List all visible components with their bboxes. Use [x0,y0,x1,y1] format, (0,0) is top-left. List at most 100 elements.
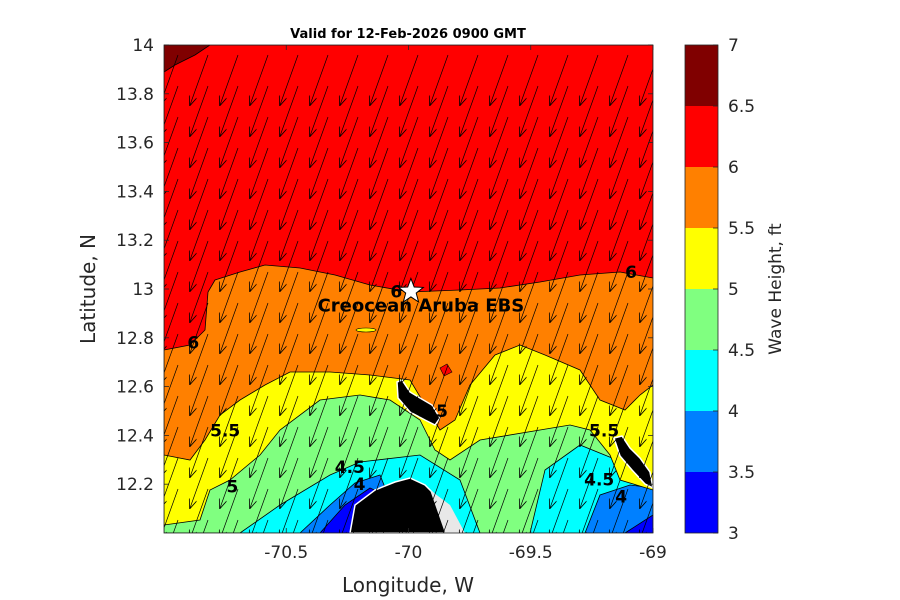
wind-arrow [622,519,629,533]
contour-label: 5.5 [418,402,448,422]
y-axis-title: Latitude, N [76,234,100,344]
wind-arrow [250,333,269,384]
wind-arrow [610,240,629,291]
wind-arrow [400,209,419,260]
wind-arrow [610,426,629,477]
colorbar-tick-label: 4 [728,402,739,422]
wind-arrow [400,488,419,533]
contour-label: 5.5 [210,422,240,442]
wind-arrow [262,519,269,533]
colorbar-band [685,228,718,289]
wind-arrow [412,519,419,533]
wind-arrow [460,271,479,322]
wind-arrow [220,209,239,260]
wind-arrow [640,284,653,322]
wind-arrow [460,147,479,198]
wind-arrow [370,240,389,291]
wind-arrow [640,439,653,477]
wind-arrow [580,395,599,446]
colorbar-band [685,350,718,411]
wind-arrow [490,395,509,446]
wind-arrow [562,519,569,533]
wind-arrow [580,178,599,229]
wind-arrow [280,488,299,533]
wind-arrow [250,302,269,353]
colorbar-band [685,45,718,106]
wind-arrow [550,240,569,291]
wind-arrow [370,178,389,229]
wind-arrow [490,488,509,533]
wind-arrow [400,240,419,291]
wind-arrow [460,395,479,446]
wind-arrow [190,147,209,198]
wind-arrow [550,116,569,167]
wind-arrow [220,395,239,446]
wind-arrow [580,457,599,508]
wind-arrow [250,488,269,533]
contour-label: 4 [615,487,627,507]
wind-arrow [550,364,569,415]
wind-arrows [164,54,653,533]
wind-arrow [580,364,599,415]
y-tick-label: 14 [132,36,154,56]
y-tick-label: 13.6 [116,134,154,154]
wind-arrow [310,147,329,198]
wind-arrow [610,457,629,508]
wind-arrow [280,395,299,446]
contour-label: 4.5 [335,458,365,478]
wind-arrow [370,457,389,508]
wind-arrow [580,302,599,353]
wind-arrow [640,315,653,353]
wind-arrow [580,426,599,477]
wind-arrow [370,54,389,105]
wind-arrow [164,209,179,260]
wind-arrow [190,457,209,508]
wind-arrow [370,116,389,167]
wind-arrow [340,333,359,384]
colorbar-band [685,411,718,472]
wind-arrow [490,426,509,477]
wind-arrow [340,209,359,260]
wind-arrow [640,501,653,533]
wind-arrow [310,488,329,533]
wind-arrow [550,426,569,477]
colorbar-band [685,106,718,167]
wind-arrow [340,395,359,446]
wind-arrow [190,85,209,136]
wind-arrow [490,178,509,229]
wind-arrow [280,54,299,105]
y-tick-label: 12.4 [116,426,154,446]
wind-arrow [580,271,599,322]
wind-arrow [310,364,329,415]
wind-arrow [370,364,389,415]
wind-arrow [164,364,179,415]
wind-arrow [430,426,449,477]
colorbar-tick-label: 3.5 [728,463,755,483]
wind-arrow [520,147,539,198]
wind-arrow [310,271,329,322]
wind-arrow [520,240,539,291]
wind-arrow [190,271,209,322]
wind-arrow [580,333,599,384]
wind-arrow [520,488,539,533]
wind-arrow [532,519,539,533]
wind-arrow [490,457,509,508]
wind-arrow [490,209,509,260]
wind-arrow [292,519,299,533]
wind-arrow [220,302,239,353]
wind-arrow [610,54,629,105]
wind-arrow [460,488,479,533]
wind-arrow [280,240,299,291]
wind-arrow [430,116,449,167]
wind-arrow [310,302,329,353]
wind-arrow [190,488,209,533]
wind-arrow [280,333,299,384]
wind-arrow [580,85,599,136]
wind-arrow [430,333,449,384]
wind-arrow [164,240,179,291]
wind-arrow [592,519,599,533]
colorbar-title: Wave Height, ft [766,223,786,355]
wind-arrow [400,116,419,167]
wind-arrow [220,116,239,167]
